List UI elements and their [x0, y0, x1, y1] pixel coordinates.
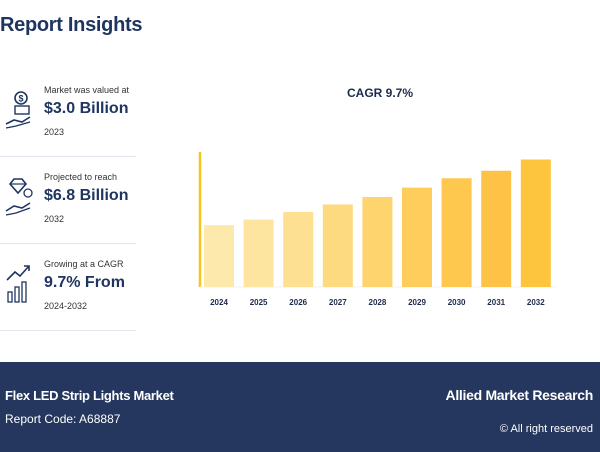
footer: Flex LED Strip Lights Market Report Code… — [0, 362, 600, 452]
svg-text:$: $ — [18, 94, 23, 104]
stats-panel: $ Market was valued at $3.0 Billion 2023… — [0, 70, 136, 331]
x-tick-label: 2031 — [487, 298, 505, 307]
bar-2027 — [322, 204, 353, 287]
bar-2025 — [243, 219, 274, 287]
stat-label: Market was valued at — [44, 85, 130, 95]
bar-2024 — [204, 225, 234, 287]
stat-year: 2024-2032 — [44, 301, 88, 311]
x-tick-label: 2030 — [448, 298, 466, 307]
growth-chart-icon — [6, 265, 30, 303]
bar-2032 — [520, 159, 551, 287]
stat-projected-value: Projected to reach $6.8 Billion 2032 — [0, 157, 136, 244]
chart-area: CAGR 9.7% 2024 2025 2026 2027 2028 2029 2030 20… — [190, 78, 570, 318]
brand-name: Allied Market Research — [445, 387, 594, 403]
report-code: Report Code: A68887 — [5, 412, 121, 426]
diamond-hand-icon — [5, 178, 33, 216]
bar-2026 — [283, 212, 314, 287]
stat-value: $3.0 Billion — [44, 100, 129, 117]
x-tick-label: 2026 — [289, 298, 307, 307]
stat-label: Growing at a CAGR — [44, 259, 124, 269]
stat-year: 2032 — [44, 214, 65, 224]
stat-cagr: Growing at a CAGR 9.7% From 2024-2032 — [0, 244, 136, 331]
x-tick-label: 2024 — [210, 298, 228, 307]
chart-title: CAGR 9.7% — [346, 86, 414, 100]
bar-chart: 2024 2025 2026 2027 2028 2029 2030 2031 2032 — [198, 152, 556, 307]
bar-2031 — [481, 170, 512, 287]
copyright: © All right reserved — [499, 423, 593, 435]
stat-value: 9.7% From — [44, 274, 125, 291]
page-title: Report Insights — [0, 14, 143, 36]
bar-2030 — [441, 178, 472, 287]
x-tick-label: 2025 — [250, 298, 268, 307]
money-hand-icon: $ — [5, 91, 31, 129]
x-tick-label: 2032 — [527, 298, 545, 307]
stat-label: Projected to reach — [44, 172, 118, 182]
bar-2029 — [402, 187, 432, 287]
x-tick-label: 2027 — [329, 298, 347, 307]
x-tick-label: 2028 — [369, 298, 387, 307]
stat-market-value: $ Market was valued at $3.0 Billion 2023 — [0, 70, 136, 157]
stat-value: $6.8 Billion — [44, 187, 129, 204]
market-name: Flex LED Strip Lights Market — [5, 388, 174, 403]
bar-2028 — [362, 197, 393, 287]
stat-year: 2023 — [44, 127, 65, 137]
x-tick-label: 2029 — [408, 298, 426, 307]
